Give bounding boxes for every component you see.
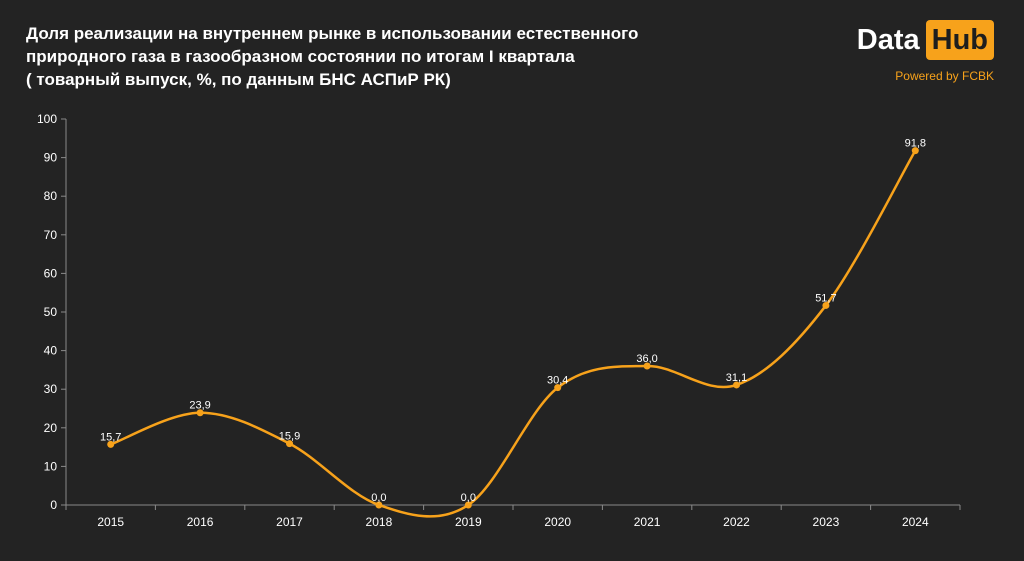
chart-title-line-2: природного газа в газообразном состоянии… — [26, 47, 575, 66]
x-tick-label-2019: 2019 — [455, 515, 482, 529]
x-tick-label-2024: 2024 — [902, 515, 929, 529]
data-point-2022 — [733, 381, 740, 389]
y-tick-label-20: 20 — [44, 421, 58, 435]
data-point-2015 — [107, 440, 115, 448]
data-label-2018: 0,0 — [371, 492, 386, 504]
y-tick-label-80: 80 — [44, 189, 58, 203]
data-label-2015: 15,7 — [100, 431, 121, 443]
data-label-2021: 36,0 — [636, 353, 657, 365]
series-line — [109, 149, 917, 518]
x-tick-label-2022: 2022 — [723, 515, 750, 529]
y-tick-label-30: 30 — [44, 382, 58, 396]
data-point-2018 — [375, 501, 383, 509]
y-tick-label-0: 0 — [50, 498, 57, 512]
y-tick-label-10: 10 — [44, 459, 58, 473]
datahub-logo: Data Hub — [857, 20, 994, 60]
data-label-2024: 91,8 — [905, 138, 926, 150]
x-tick-label-2016: 2016 — [187, 515, 214, 529]
logo-text-data: Data — [856, 24, 920, 56]
x-tick-label-2017: 2017 — [276, 515, 303, 529]
data-label-2023: 51,7 — [815, 292, 836, 304]
y-tick-label-70: 70 — [44, 228, 58, 242]
x-tick-label-2021: 2021 — [634, 515, 661, 529]
data-point-2023 — [822, 301, 830, 309]
brand-block: Data Hub Powered by FCBK — [857, 20, 994, 83]
chart-title-line-1: Доля реализации на внутреннем рынке в ис… — [26, 24, 639, 43]
data-label-2020: 30,4 — [547, 375, 568, 387]
data-label-2016: 23,9 — [189, 400, 210, 412]
y-tick-label-50: 50 — [44, 305, 58, 319]
y-tick-label-40: 40 — [44, 344, 58, 358]
x-tick-label-2015: 2015 — [97, 515, 124, 529]
x-tick-label-2023: 2023 — [813, 515, 840, 529]
data-point-2016 — [196, 409, 204, 417]
x-tick-label-2020: 2020 — [544, 515, 571, 529]
y-tick-label-90: 90 — [44, 151, 58, 165]
data-point-2019 — [464, 501, 472, 509]
logo-text-hub: Hub — [925, 20, 994, 60]
data-point-2021 — [643, 362, 651, 370]
chart-title-line-3: ( товарный выпуск, %, по данным БНС АСПи… — [26, 70, 451, 89]
data-label-2022: 31,1 — [726, 372, 747, 384]
x-tick-label-2018: 2018 — [366, 515, 393, 529]
y-tick-label-60: 60 — [44, 266, 58, 280]
y-tick-label-100: 100 — [37, 112, 57, 126]
data-point-2020 — [554, 384, 562, 392]
chart-title: Доля реализации на внутреннем рынке в ис… — [26, 22, 786, 91]
data-label-2017: 15,9 — [279, 431, 300, 443]
powered-by-text: Powered by FCBK — [895, 69, 994, 83]
data-point-2024 — [911, 147, 919, 155]
data-label-2019: 0,0 — [461, 492, 476, 504]
data-point-2017 — [286, 440, 293, 448]
